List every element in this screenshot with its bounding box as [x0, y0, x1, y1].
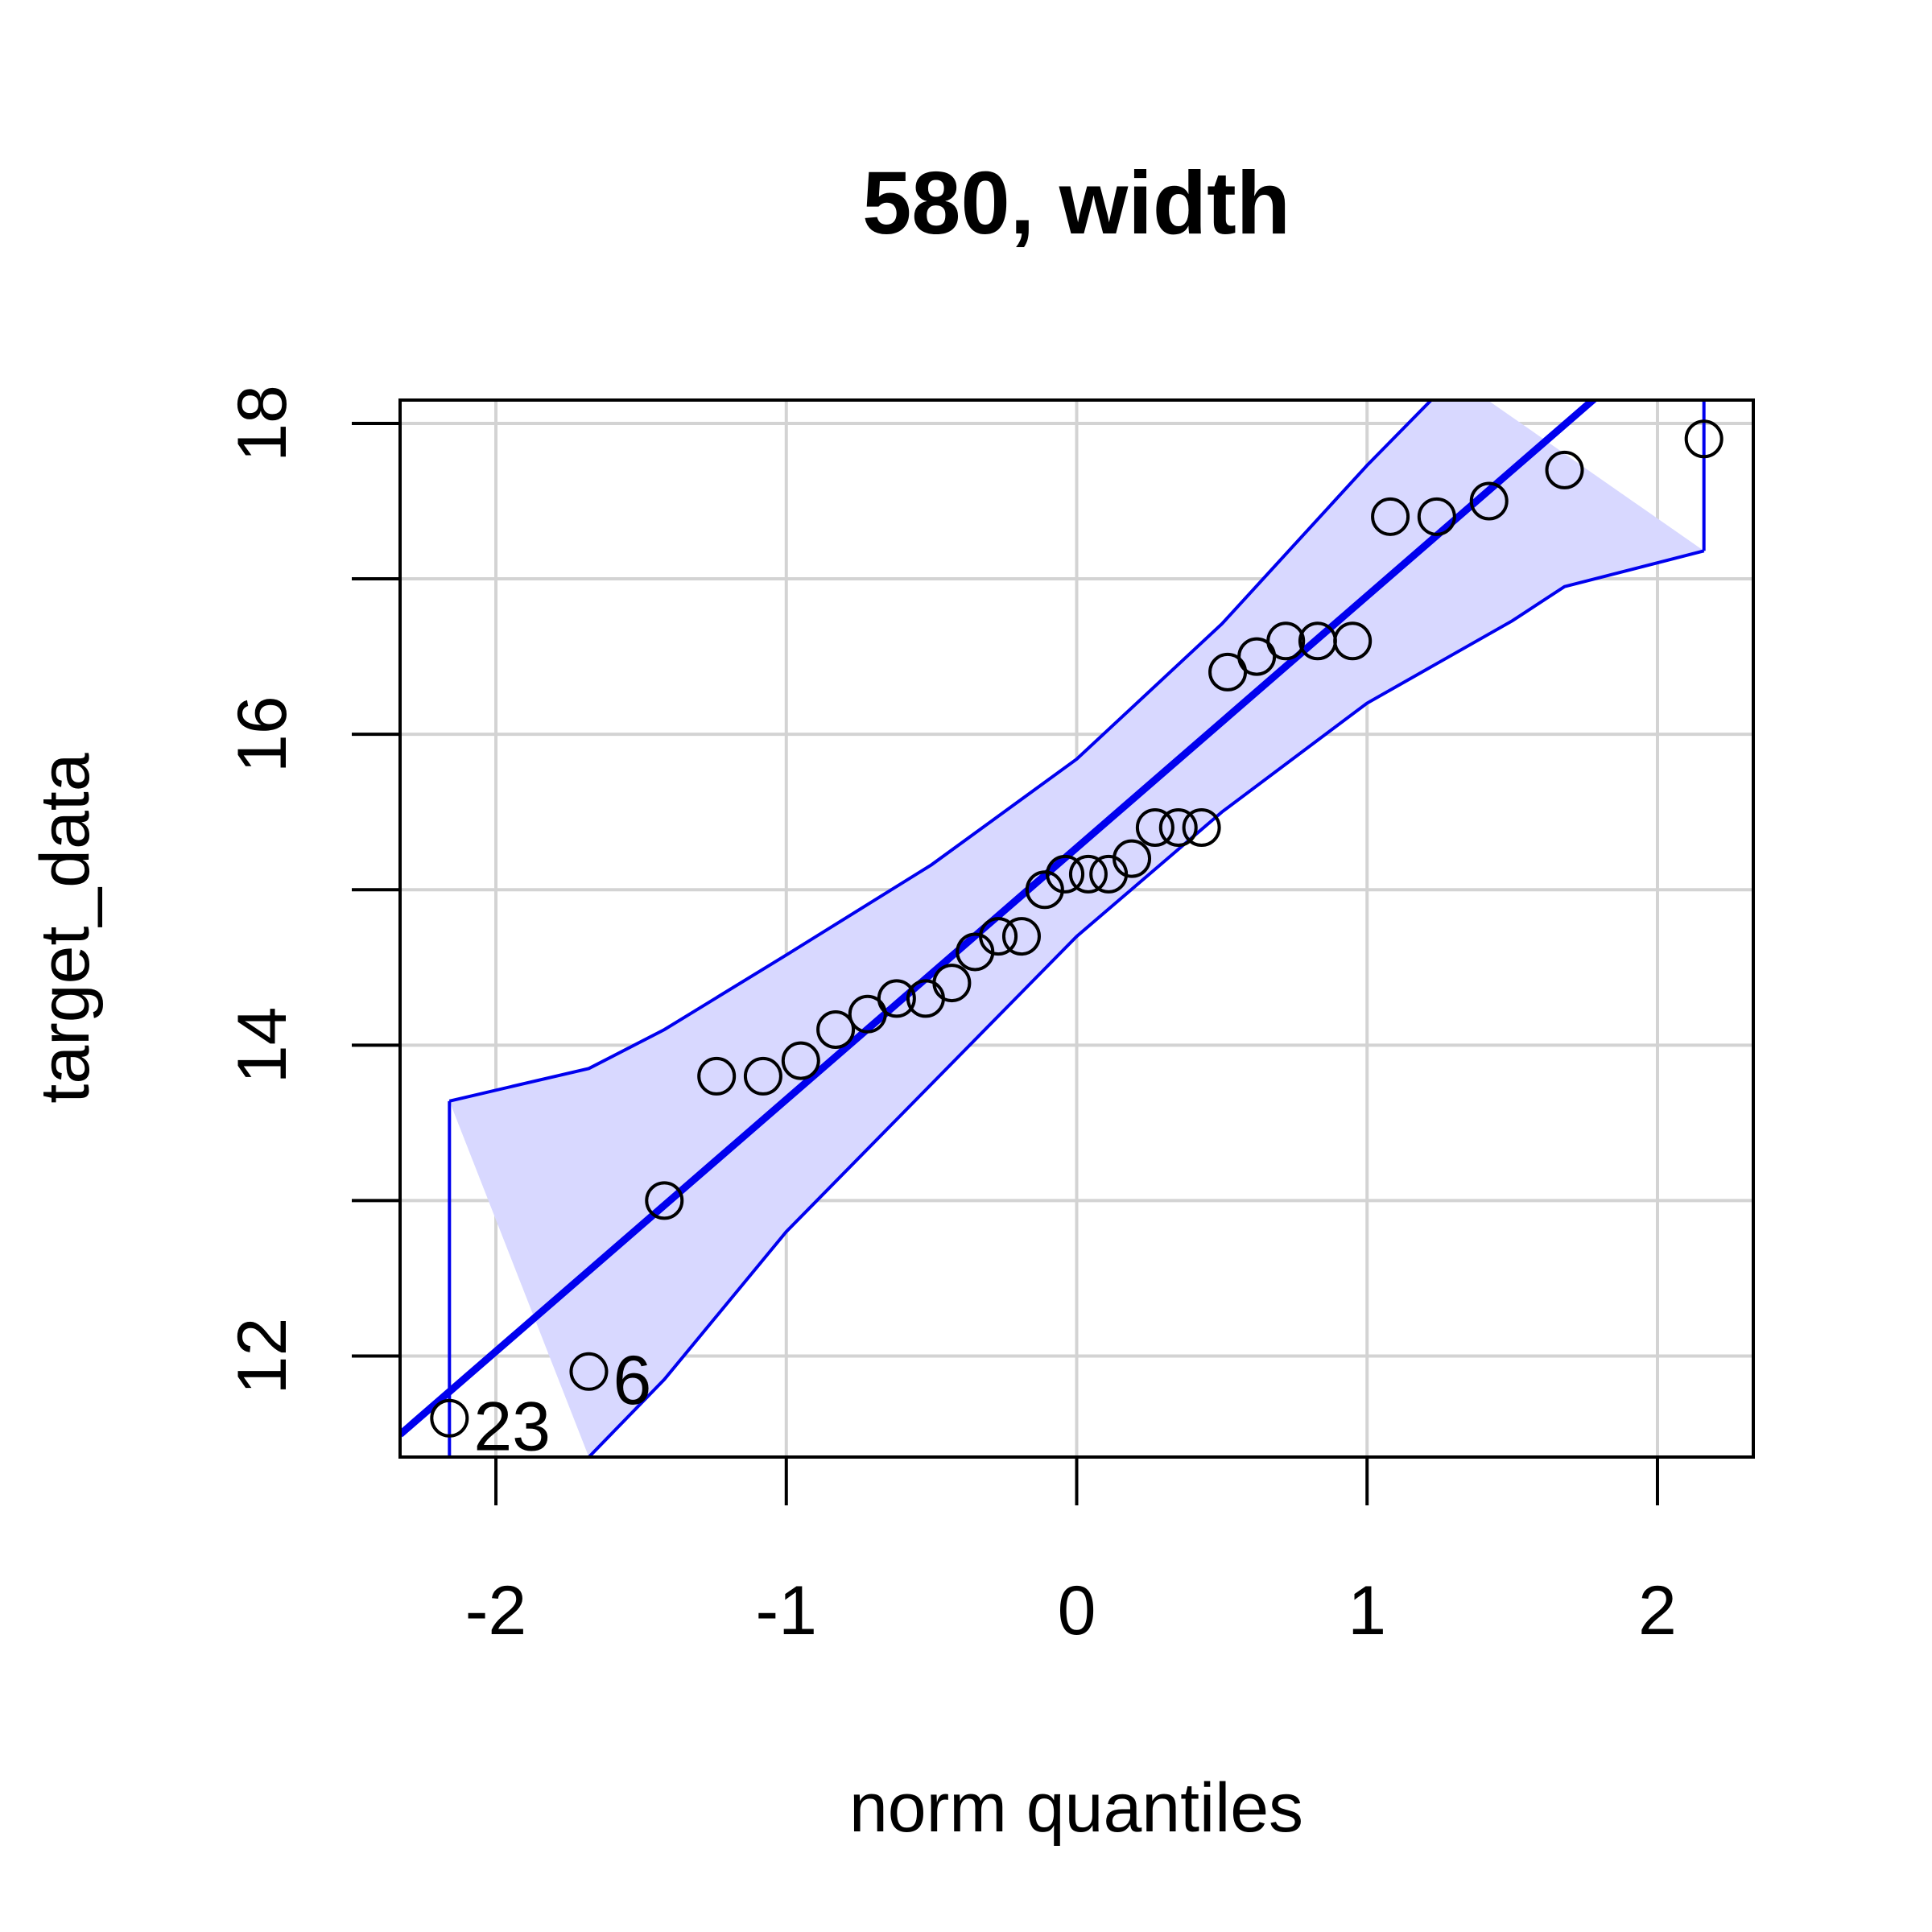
- data-points: [430, 419, 1724, 1438]
- x-axis: -2 -1 0 1 2: [465, 1455, 1677, 1649]
- data-point-2: [645, 1181, 684, 1220]
- y-axis-label: target_data: [27, 753, 104, 1103]
- data-point-31: [1684, 419, 1724, 459]
- reference-line-group: [400, 400, 1599, 1438]
- data-point-13: [1001, 917, 1041, 956]
- x-tick-label-2: 0: [1058, 1572, 1096, 1649]
- data-point-16: [1068, 854, 1108, 894]
- x-tick-label-4: 2: [1638, 1572, 1677, 1649]
- x-axis-label: norm quantiles: [849, 1769, 1303, 1847]
- reference-line: [400, 400, 1599, 1438]
- point-label-0: 23: [473, 1389, 551, 1466]
- data-point-26: [1333, 621, 1373, 661]
- data-point-12: [979, 917, 1018, 956]
- data-point-1: [569, 1352, 609, 1391]
- data-point-30: [1545, 450, 1584, 489]
- y-axis: 12 14 16 18: [224, 385, 402, 1395]
- y-tick-label-1: 14: [224, 1006, 301, 1084]
- data-point-0: [430, 1398, 469, 1438]
- data-point-15: [1046, 854, 1085, 894]
- y-tick-label-3: 18: [224, 385, 301, 462]
- data-point-6: [816, 1010, 856, 1050]
- envelope-fill: [449, 400, 1704, 1457]
- y-tick-label-0: 12: [224, 1318, 301, 1395]
- data-point-20: [1158, 807, 1198, 847]
- x-tick-label-0: -2: [465, 1572, 526, 1649]
- envelope-lower: [588, 549, 1705, 1457]
- confidence-envelope: [448, 400, 1706, 1457]
- data-point-3: [697, 1056, 737, 1096]
- data-point-4: [743, 1056, 782, 1096]
- data-point-10: [932, 964, 972, 1003]
- x-tick-label-3: 1: [1348, 1572, 1386, 1649]
- y-tick-label-2: 16: [224, 696, 301, 773]
- data-point-28: [1417, 497, 1456, 536]
- data-point-27: [1371, 497, 1410, 536]
- data-point-18: [1113, 839, 1152, 878]
- point-labels: 23 6: [473, 1342, 651, 1466]
- data-point-14: [1025, 870, 1064, 910]
- chart-title: 580, width: [862, 154, 1290, 253]
- envelope-upper: [448, 400, 1434, 1103]
- data-point-21: [1182, 807, 1221, 847]
- point-label-1: 6: [613, 1342, 651, 1419]
- x-tick-label-1: -1: [756, 1572, 817, 1649]
- data-point-8: [877, 979, 916, 1018]
- data-point-24: [1266, 621, 1306, 661]
- data-point-19: [1135, 807, 1174, 847]
- data-point-29: [1469, 481, 1509, 521]
- data-point-5: [781, 1041, 820, 1080]
